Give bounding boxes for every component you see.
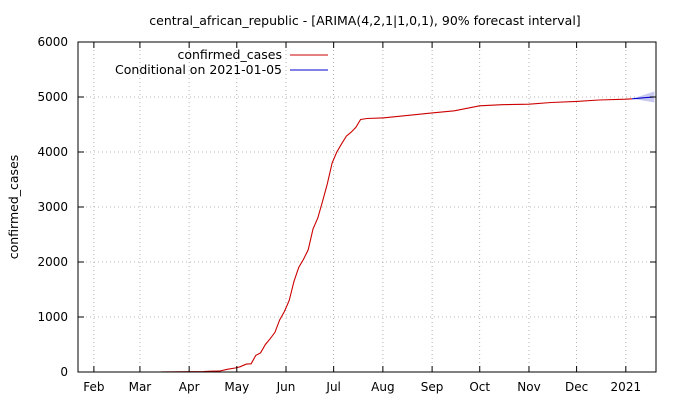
y-axis: 0 1000 2000 3000 4000 5000 6000	[37, 35, 656, 379]
y-axis-label: confirmed_cases	[6, 155, 21, 260]
x-tick-label: Jul	[325, 380, 340, 394]
y-tick-label: 0	[60, 365, 68, 379]
legend-label: Conditional on 2021-01-05	[115, 62, 282, 77]
x-axis: Feb Mar Apr May Jun Jul Aug Sep Oct Nov Dec 2021	[83, 42, 641, 394]
y-tick-label: 3000	[37, 200, 68, 214]
x-tick-label: 2021	[611, 380, 642, 394]
x-tick-label: Oct	[469, 380, 490, 394]
legend-label: confirmed_cases	[177, 47, 282, 62]
x-tick-label: Aug	[371, 380, 394, 394]
x-tick-label: Feb	[83, 380, 104, 394]
y-tick-label: 1000	[37, 310, 68, 324]
series-lines	[78, 96, 655, 373]
x-tick-label: Mar	[129, 380, 152, 394]
y-tick-label: 2000	[37, 255, 68, 269]
chart-title: central_african_republic - [ARIMA(4,2,1|…	[149, 13, 580, 28]
y-tick-label: 4000	[37, 145, 68, 159]
x-tick-label: Dec	[565, 380, 588, 394]
forecast-band	[632, 91, 655, 103]
x-tick-label: Apr	[179, 380, 200, 394]
x-tick-label: May	[224, 380, 249, 394]
x-tick-label: Jun	[276, 380, 296, 394]
y-tick-label: 6000	[37, 35, 68, 49]
series-line-confirmed-cases	[78, 98, 633, 373]
forecast-interval-band	[632, 91, 655, 103]
gridlines	[78, 42, 656, 372]
x-tick-label: Sep	[421, 380, 444, 394]
x-tick-label: Nov	[517, 380, 540, 394]
plot-frame	[77, 41, 657, 373]
y-tick-label: 5000	[37, 90, 68, 104]
